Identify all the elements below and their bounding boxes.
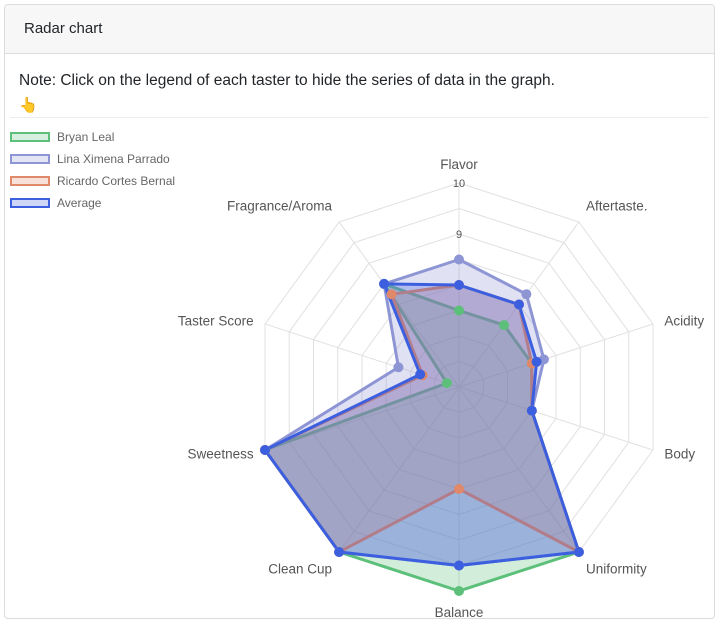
chart-note: Note: Click on the legend of each taster… — [19, 72, 555, 89]
grid-spoke — [458, 386, 580, 553]
data-point — [379, 278, 390, 289]
data-point — [334, 547, 345, 557]
data-point — [441, 378, 452, 389]
legend-label: Ricardo Cortes Bernal — [57, 174, 176, 188]
legend-item[interactable]: Average — [10, 192, 175, 214]
pointing-hand-icon: 👆 — [19, 97, 38, 114]
legend-swatch — [10, 198, 50, 208]
legend-label: Lina Ximena Parrado — [57, 152, 170, 166]
legend-item[interactable]: Lina Ximena Parrado — [10, 148, 175, 170]
data-point — [531, 356, 542, 367]
data-point — [386, 289, 397, 300]
card-title: Radar chart — [24, 20, 103, 37]
data-point — [415, 369, 426, 380]
legend-swatch — [10, 154, 50, 164]
axis-label: Flavor — [440, 157, 478, 172]
divider — [10, 117, 709, 118]
grid-spoke — [338, 386, 460, 553]
legend-label: Average — [57, 196, 102, 210]
data-point — [454, 484, 464, 494]
grid-spoke — [338, 221, 460, 388]
legend-swatch — [10, 132, 50, 142]
axis-label: Clean Cup — [268, 562, 332, 577]
grid-spoke — [458, 323, 654, 388]
tick-label: 10 — [453, 178, 465, 190]
chart-legend: Bryan Leal Lina Ximena Parrado Ricardo Cor… — [10, 126, 175, 214]
data-point — [514, 299, 524, 310]
radar-chart-card: Radar chart — [4, 4, 715, 619]
axis-label: Uniformity — [586, 562, 647, 577]
data-point — [499, 320, 509, 331]
data-point — [526, 405, 537, 416]
card-header: Radar chart — [5, 5, 714, 54]
legend-item[interactable]: Ricardo Cortes Bernal — [10, 170, 175, 192]
data-point — [521, 289, 532, 300]
data-point — [260, 445, 270, 455]
axis-label: Taster Score — [178, 313, 254, 328]
data-point — [393, 362, 404, 373]
legend-item[interactable]: Bryan Leal — [10, 126, 175, 148]
data-point — [454, 305, 464, 316]
axis-label: Sweetness — [188, 447, 254, 462]
axis-label: Acidity — [664, 313, 704, 328]
data-point — [454, 586, 464, 596]
axis-label: Fragrance/Aroma — [227, 198, 333, 213]
tick-label: 9 — [456, 229, 462, 241]
grid-spoke — [458, 386, 654, 451]
axis-label: Balance — [435, 605, 484, 620]
data-point — [454, 280, 464, 290]
legend-swatch — [10, 176, 50, 186]
data-point — [454, 254, 464, 265]
data-point — [454, 560, 464, 571]
axis-label: Body — [664, 447, 695, 462]
axis-label: Aftertaste. — [586, 198, 648, 213]
data-point — [573, 547, 584, 557]
legend-label: Bryan Leal — [57, 130, 115, 144]
